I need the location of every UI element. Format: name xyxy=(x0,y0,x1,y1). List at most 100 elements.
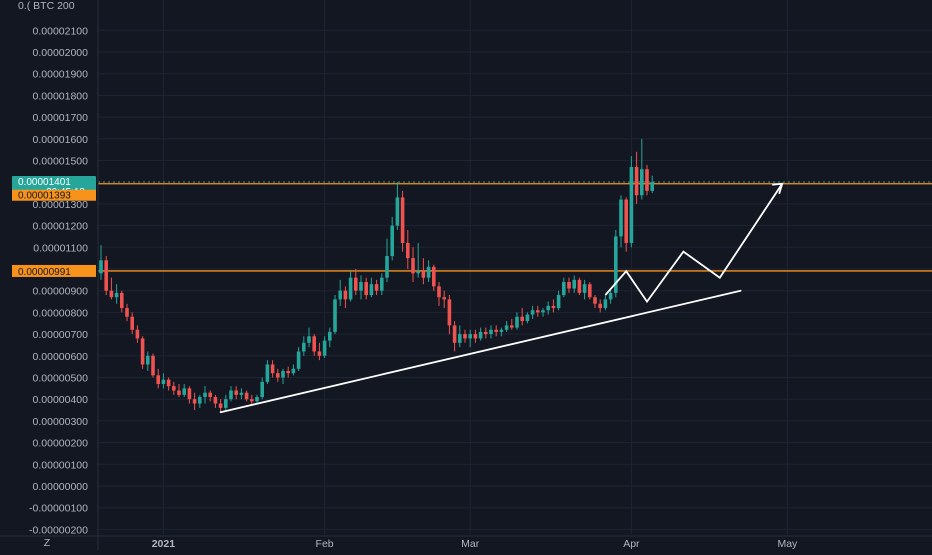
candle-down xyxy=(120,292,124,309)
candle-up xyxy=(182,388,186,395)
candle-down xyxy=(593,297,597,304)
candle-up xyxy=(458,334,462,343)
candle-down xyxy=(276,373,280,378)
candle-up xyxy=(161,379,166,385)
candle-up xyxy=(390,225,394,256)
candle-down xyxy=(109,290,114,298)
xtick-label: May xyxy=(777,538,798,550)
ytick-label: 0.00000800 xyxy=(33,307,89,319)
zoom-icon[interactable]: Z xyxy=(44,537,51,549)
candle-up xyxy=(369,284,374,296)
candle-down xyxy=(317,351,322,356)
candle-up xyxy=(348,277,353,300)
candle-up xyxy=(562,282,566,296)
xtick-label: Apr xyxy=(623,538,640,550)
candle-down xyxy=(192,399,197,404)
candle-up xyxy=(302,342,306,352)
candle-up xyxy=(499,329,504,332)
candle-up xyxy=(224,399,228,408)
drawings[interactable] xyxy=(219,182,784,414)
projection-arrowhead-icon xyxy=(772,182,784,194)
candle-up xyxy=(380,277,384,291)
candle-down xyxy=(208,392,212,398)
candle-up xyxy=(650,181,654,191)
candle-up xyxy=(385,255,389,278)
candle-up xyxy=(99,260,103,274)
candle-down xyxy=(250,399,254,402)
candle-down xyxy=(432,266,436,287)
candle-up xyxy=(265,364,270,382)
candle-down xyxy=(270,364,275,374)
candle-down xyxy=(421,271,426,278)
ytick-label: 0.00000900 xyxy=(33,286,89,298)
candle-up xyxy=(546,305,550,311)
projection-path[interactable] xyxy=(604,183,783,304)
candle-up xyxy=(307,336,311,343)
ytick-label: 0.00002100 xyxy=(33,25,89,37)
candle-down xyxy=(156,375,160,385)
candle-up xyxy=(416,271,420,274)
candle-down xyxy=(312,336,316,352)
candle-down xyxy=(374,284,379,291)
candle-up xyxy=(515,316,519,328)
lower-level-badge xyxy=(12,264,96,277)
candle-down xyxy=(364,282,368,296)
lower-level-value: 0.00000991 xyxy=(18,267,71,278)
support-trendline[interactable] xyxy=(219,289,742,414)
horizontal-levels[interactable] xyxy=(98,181,932,272)
ytick-label: 0.00000400 xyxy=(33,394,89,406)
ytick-label: 0.00000300 xyxy=(33,416,89,428)
ytick-label: 0.00001700 xyxy=(33,112,89,124)
candle-up xyxy=(281,370,285,378)
candle-down xyxy=(234,390,238,395)
candle-up xyxy=(572,279,576,289)
candle-down xyxy=(406,242,410,259)
candle-down xyxy=(135,329,140,339)
candle-down xyxy=(473,334,478,339)
candle-up xyxy=(395,197,400,226)
candle-down xyxy=(286,370,290,374)
candle-up xyxy=(525,314,530,322)
candle-up xyxy=(619,199,623,237)
candle-down xyxy=(187,388,192,400)
candle-down xyxy=(213,397,218,404)
candle-down xyxy=(218,403,223,408)
candle-down xyxy=(354,277,358,291)
candle-up xyxy=(640,169,644,196)
time-axis[interactable]: 2021 Feb Mar Apr May xyxy=(0,535,932,550)
candle-up xyxy=(229,390,233,400)
candle-down xyxy=(343,290,348,300)
current-price-value: 0.00001401 xyxy=(18,177,71,188)
candle-down xyxy=(447,299,452,326)
candle-up xyxy=(338,290,342,300)
xtick-label: Mar xyxy=(461,538,480,550)
candle-down xyxy=(463,334,467,339)
candle-down xyxy=(634,167,639,196)
candle-up xyxy=(504,325,509,330)
candle-up xyxy=(629,167,634,243)
ytick-label: 0.00001300 xyxy=(33,199,89,211)
candle-down xyxy=(437,286,441,298)
candle-down xyxy=(494,329,498,332)
ytick-label: 0.00002000 xyxy=(33,47,89,59)
candle-down xyxy=(244,392,249,400)
ytick-label: -0.00000100 xyxy=(29,503,88,515)
candle-up xyxy=(359,282,363,291)
candle-down xyxy=(104,260,108,291)
ytick-label: 0.00000700 xyxy=(33,329,89,341)
candle-up xyxy=(608,292,613,300)
xtick-label: Feb xyxy=(316,538,334,550)
candle-down xyxy=(598,303,602,309)
candle-up xyxy=(198,397,202,404)
ytick-label: -0.00000200 xyxy=(29,524,88,536)
candle-up xyxy=(255,397,259,402)
candle-down xyxy=(567,282,571,289)
ytick-label: 0.00001900 xyxy=(33,69,89,81)
candle-up xyxy=(333,299,337,332)
candle-up xyxy=(239,392,244,395)
ytick-label: 0.00001200 xyxy=(33,221,89,233)
candle-up xyxy=(541,310,545,313)
candle-up xyxy=(260,381,264,398)
